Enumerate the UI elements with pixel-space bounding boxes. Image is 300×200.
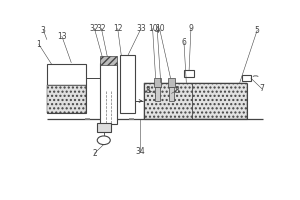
Text: 3: 3 xyxy=(41,26,46,35)
Bar xyxy=(168,78,175,87)
Bar xyxy=(120,55,135,113)
Text: 1: 1 xyxy=(36,40,41,49)
Bar xyxy=(97,123,111,132)
Text: 33: 33 xyxy=(136,24,146,33)
Text: 2: 2 xyxy=(92,149,97,158)
Text: 10: 10 xyxy=(155,24,164,33)
Circle shape xyxy=(97,136,110,145)
Text: 10: 10 xyxy=(148,24,158,33)
Text: 34: 34 xyxy=(135,147,145,156)
Text: 4: 4 xyxy=(155,26,160,35)
Text: 12: 12 xyxy=(113,24,122,33)
Bar xyxy=(100,62,117,124)
Text: 6: 6 xyxy=(182,38,186,47)
Bar xyxy=(184,70,194,77)
Bar xyxy=(169,87,174,101)
Bar xyxy=(47,64,86,113)
Text: 7: 7 xyxy=(260,84,264,93)
Text: 8: 8 xyxy=(146,86,150,95)
Bar xyxy=(242,75,251,81)
Text: 5: 5 xyxy=(255,26,260,35)
Text: 13: 13 xyxy=(57,32,67,41)
Bar xyxy=(47,85,86,113)
Text: 32: 32 xyxy=(90,24,99,33)
Bar xyxy=(100,56,117,65)
Bar xyxy=(154,78,161,87)
Text: 32: 32 xyxy=(97,24,106,33)
Bar xyxy=(145,83,247,119)
Text: 9: 9 xyxy=(188,24,194,33)
Text: 8: 8 xyxy=(175,86,179,95)
Bar xyxy=(155,87,160,101)
